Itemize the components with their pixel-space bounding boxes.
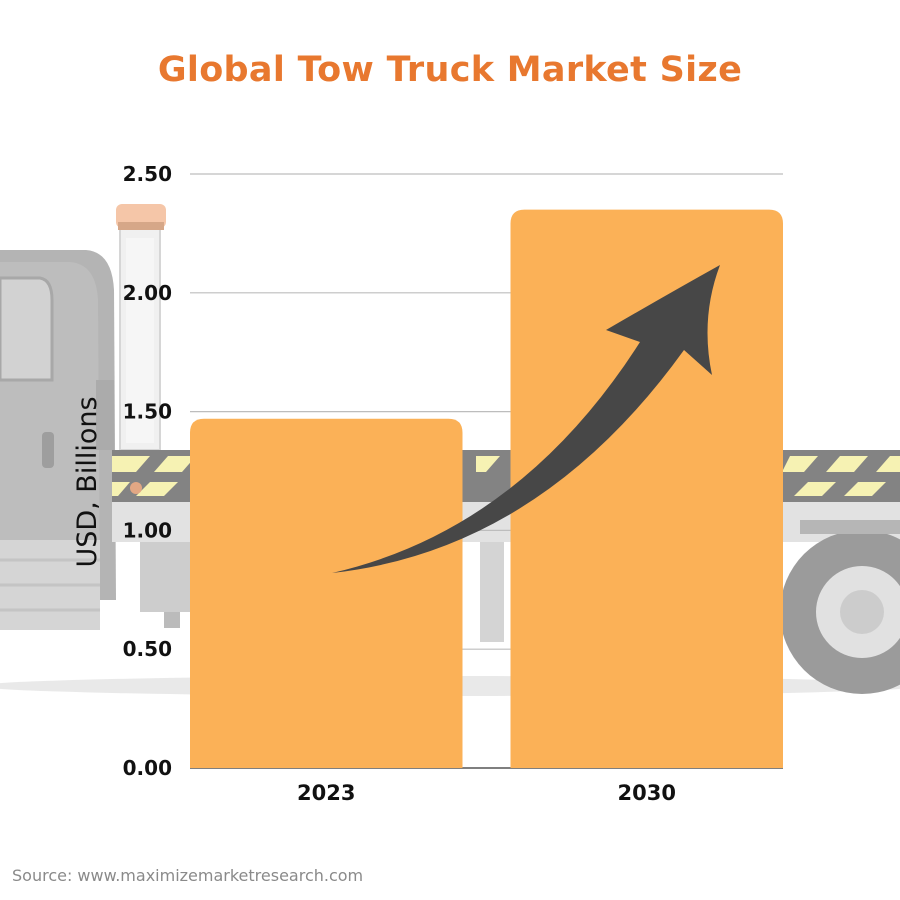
y-tick-label: 2.00 [123, 281, 172, 305]
bar-2030 [510, 209, 783, 768]
x-category-label: 2030 [618, 781, 676, 805]
y-tick-label: 0.00 [123, 756, 172, 780]
y-tick-label: 0.50 [123, 637, 172, 661]
x-category-label: 2023 [297, 781, 355, 805]
source-note: Source: www.maximizemarketresearch.com [12, 866, 364, 885]
chart-title: Global Tow Truck Market Size [157, 50, 743, 90]
bar-2023 [190, 418, 463, 768]
bars [190, 209, 783, 768]
y-tick-label: 1.00 [123, 518, 172, 542]
y-tick-label: 1.50 [123, 400, 172, 424]
y-axis-label: USD, Billions [72, 396, 103, 567]
y-axis-ticks: 0.00 0.50 1.00 1.50 2.00 2.50 [123, 162, 172, 780]
x-axis-labels: 2023 2030 [297, 781, 676, 805]
growth-arrow-icon [332, 265, 720, 573]
y-tick-label: 2.50 [123, 162, 172, 186]
